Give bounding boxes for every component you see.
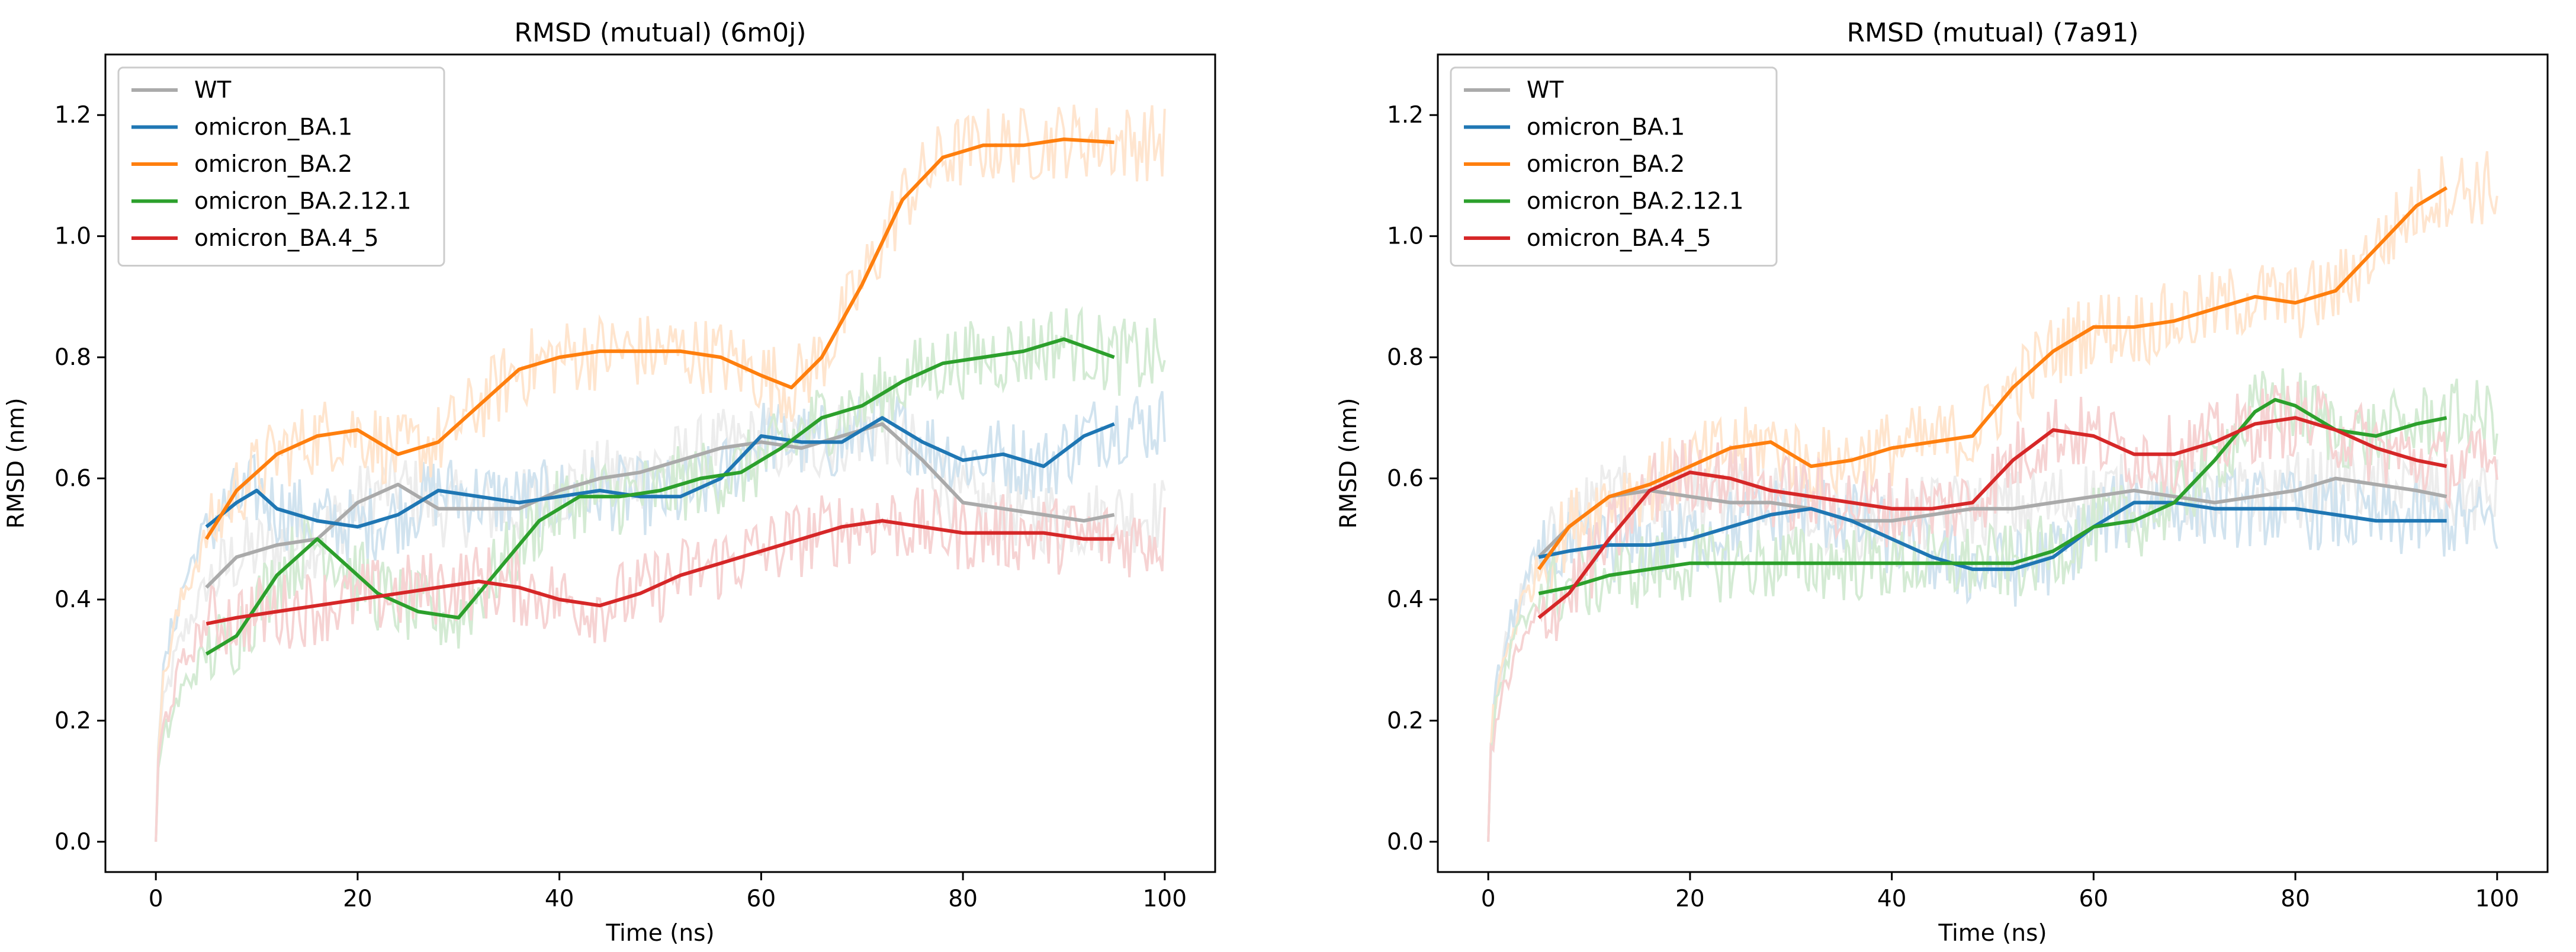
series-line-omicron_BA.2.12.1: [205, 337, 1115, 656]
legend-entry: omicron_BA.4_5: [1527, 225, 1711, 252]
chart-title: RMSD (mutual) (6m0j): [514, 18, 806, 48]
x-tick-label: 80: [2281, 886, 2310, 912]
legend-entry: omicron_BA.1: [194, 114, 352, 141]
y-tick-label: 0.4: [1387, 586, 1424, 613]
x-tick-label: 60: [2079, 886, 2109, 912]
y-tick-label: 0.4: [54, 586, 91, 613]
series-line-omicron_BA.1: [205, 416, 1115, 529]
legend-entry: omicron_BA.2.12.1: [194, 188, 412, 215]
legend-entry: omicron_BA.1: [1527, 114, 1685, 141]
raw-trace-omicron_BA.2: [155, 104, 1166, 842]
raw-trace-omicron_BA.1: [1487, 467, 2498, 842]
x-tick-label: 100: [2475, 886, 2519, 912]
x-tick-label: 80: [948, 886, 978, 912]
y-tick-label: 0.8: [54, 344, 91, 371]
y-tick-label: 0.8: [1387, 344, 1424, 371]
y-tick-label: 1.0: [54, 223, 91, 250]
series-line-WT: [205, 422, 1115, 589]
x-tick-label: 0: [149, 886, 163, 912]
raw-traces: [155, 104, 1166, 842]
x-tick-label: 40: [1877, 886, 1907, 912]
y-axis-label: RMSD (nm): [1335, 398, 1362, 528]
raw-trace-omicron_BA.1: [155, 385, 1166, 842]
x-axis-label: Time (ns): [605, 920, 714, 947]
legend: WT omicron_BA.1 omicron_BA.2 omicron_BA.2.1…: [1450, 66, 1778, 267]
series-line-omicron_BA.1: [1538, 501, 2447, 571]
raw-trace-omicron_BA.2.12.1: [155, 306, 1166, 842]
legend-box: [1450, 66, 1778, 267]
raw-trace-omicron_BA.4_5: [155, 487, 1166, 842]
chart-panel-1: 0 20 40 60 80 100 0.0 0.2 0.4 0.6 0.8 1.0 1.2 RMSD (m…: [3, 18, 1216, 947]
x-tick-label: 0: [1481, 886, 1496, 912]
axes-frame: [104, 53, 1216, 873]
y-tick-label: 0.2: [1387, 707, 1424, 734]
legend-entry: omicron_BA.4_5: [194, 225, 379, 252]
x-tick-label: 60: [747, 886, 776, 912]
y-tick-label: 1.2: [1387, 102, 1424, 129]
series-line-omicron_BA.2: [1537, 186, 2448, 570]
series-line-omicron_BA.2: [204, 137, 1114, 540]
legend-entry: WT: [1527, 77, 1564, 104]
x-tick-label: 20: [1675, 886, 1705, 912]
series-line-omicron_BA.2.12.1: [1538, 398, 2447, 595]
y-tick-label: 1.0: [1387, 223, 1424, 250]
legend-entry: omicron_BA.2: [1527, 151, 1685, 178]
legend-box: [117, 66, 445, 267]
series-line-omicron_BA.4_5: [1537, 416, 2447, 620]
series-line-WT: [1537, 476, 2447, 559]
raw-trace-WT: [1487, 438, 2498, 842]
legend-entry: WT: [194, 77, 232, 104]
raw-trace-WT: [155, 392, 1166, 842]
y-tick-label: 1.2: [54, 102, 91, 129]
y-tick-label: 0.6: [1387, 466, 1424, 492]
legend-entry: omicron_BA.2.12.1: [1527, 188, 1744, 215]
y-tick-label: 0.2: [54, 707, 91, 734]
legend: WT omicron_BA.1 omicron_BA.2 omicron_BA.2.1…: [117, 66, 445, 267]
y-tick-label: 0.6: [54, 466, 91, 492]
x-tick-label: 20: [343, 886, 372, 912]
series-line-omicron_BA.4_5: [205, 519, 1114, 626]
legend-entry: omicron_BA.2: [194, 151, 352, 178]
x-tick-label: 40: [545, 886, 574, 912]
y-axis-label: RMSD (nm): [3, 398, 30, 528]
raw-trace-omicron_BA.4_5: [1487, 382, 2498, 842]
raw-trace-omicron_BA.2.12.1: [1487, 368, 2498, 842]
y-tick-label: 0.0: [1387, 829, 1424, 855]
y-tick-label: 0.0: [54, 829, 91, 855]
axes-frame: [1437, 53, 2549, 873]
x-axis-label: Time (ns): [1938, 920, 2047, 947]
chart-title: RMSD (mutual) (7a91): [1846, 18, 2138, 48]
x-tick-label: 100: [1143, 886, 1187, 912]
chart-panel-2: 0 20 40 60 80 100 0.0 0.2 0.4 0.6 0.8 1.0 1.2 RMSD (m…: [1335, 18, 2549, 947]
